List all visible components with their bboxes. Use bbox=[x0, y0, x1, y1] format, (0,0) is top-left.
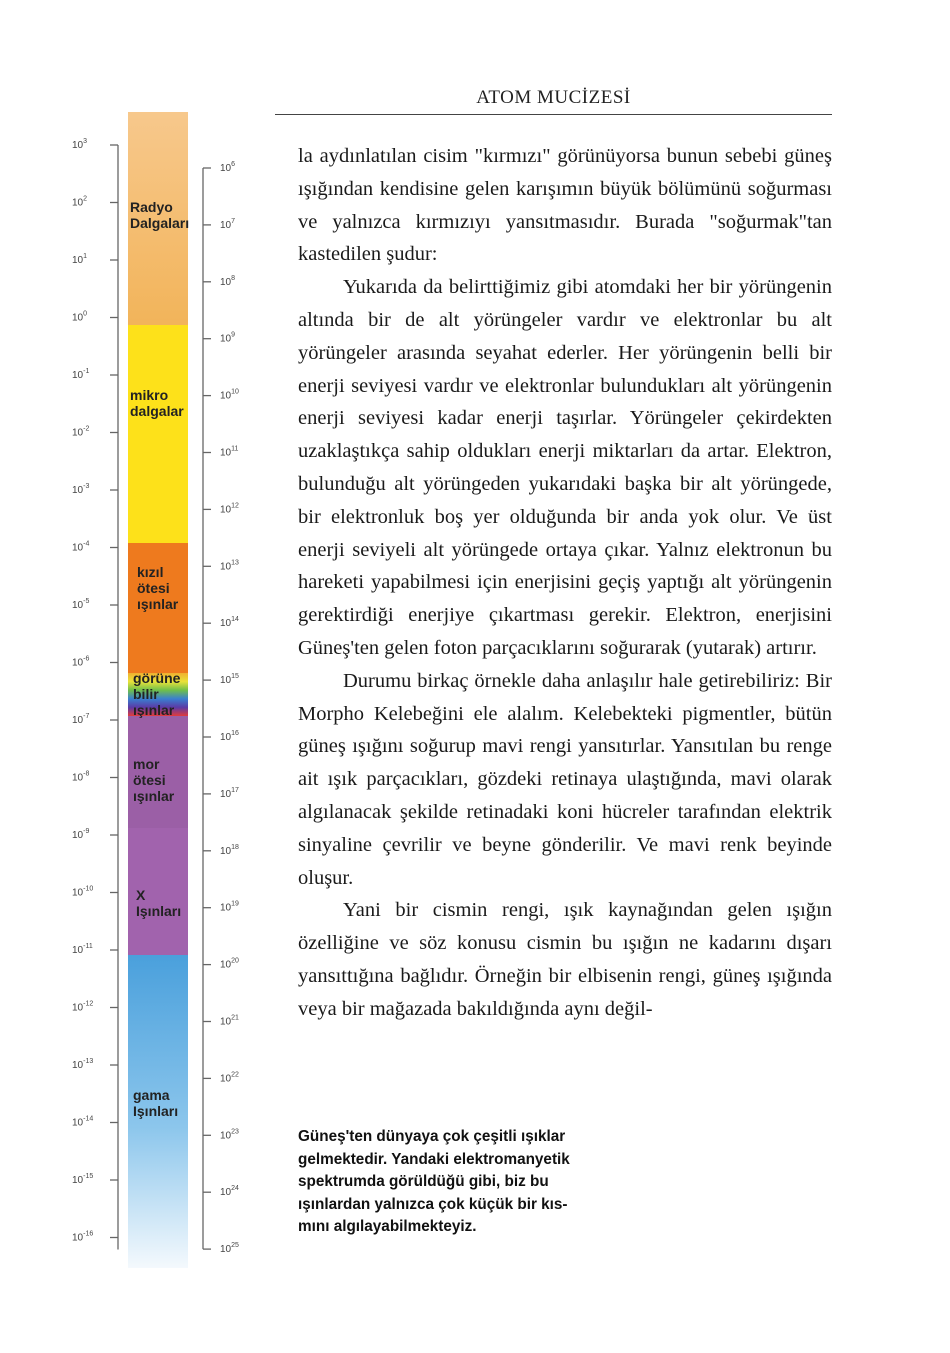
band-microwaves bbox=[128, 325, 188, 543]
wavelength-tick-label: 10-5 bbox=[72, 598, 89, 611]
wavelength-tick-label: 10-13 bbox=[72, 1058, 93, 1071]
wavelength-tick-label: 10-10 bbox=[72, 886, 93, 899]
band-visible-light-label-line: ışınlar bbox=[133, 702, 175, 718]
running-header: ATOM MUCİZESİ bbox=[275, 84, 832, 115]
frequency-tick-label: 1010 bbox=[220, 389, 239, 402]
paragraph-3: Durumu birkaç örnekle daha anlaşılır hal… bbox=[298, 669, 832, 889]
band-infrared-label-line: kızıl bbox=[137, 564, 163, 580]
band-x-rays-label-line: X bbox=[136, 887, 146, 903]
band-microwaves-label-line: mikro bbox=[130, 387, 168, 403]
frequency-tick-label: 1025 bbox=[220, 1242, 239, 1255]
caption-line-3: spektrumda görüldüğü gibi, biz bu bbox=[298, 1173, 549, 1190]
frequency-tick-label: 107 bbox=[220, 218, 235, 231]
frequency-tick-label: 1018 bbox=[220, 844, 239, 857]
band-infrared bbox=[128, 543, 188, 673]
wavelength-tick-label: 100 bbox=[72, 311, 87, 324]
figure-caption: Güneş'ten dünyaya çok çeşitli ışıklar ge… bbox=[298, 1126, 618, 1239]
band-ultraviolet-label-line: mor bbox=[133, 756, 160, 772]
wavelength-tick-label: 101 bbox=[72, 253, 87, 266]
band-gamma-rays-label-line: Işınları bbox=[133, 1103, 178, 1119]
wavelength-tick-label: 10-8 bbox=[72, 771, 89, 784]
band-ultraviolet bbox=[128, 716, 188, 828]
band-ultraviolet-label-line: ötesi bbox=[133, 772, 166, 788]
wavelength-tick-label: 10-12 bbox=[72, 1001, 93, 1014]
wavelength-tick-label: 10-4 bbox=[72, 541, 89, 554]
band-radio-waves bbox=[128, 112, 188, 325]
frequency-tick-label: 1011 bbox=[220, 446, 238, 459]
body-text: la aydınlatılan cisim "kırmızı" görünüyo… bbox=[298, 140, 832, 1026]
frequency-tick-label: 1016 bbox=[220, 730, 239, 743]
wavelength-tick-label: 10-3 bbox=[72, 483, 89, 496]
caption-line-4: ışınlardan yalnızca çok küçük bir kıs- bbox=[298, 1195, 568, 1213]
caption-line-1: Güneş'ten dünyaya çok çeşitli ışıklar bbox=[298, 1128, 566, 1145]
wavelength-tick-label: 102 bbox=[72, 196, 87, 209]
wavelength-tick-label: 10-15 bbox=[72, 1173, 93, 1186]
band-radio-waves-label-line: Radyo bbox=[130, 199, 173, 215]
band-infrared-label-line: ötesi bbox=[137, 580, 170, 596]
wavelength-tick-label: 10-7 bbox=[72, 713, 89, 726]
band-visible-light-label-line: görüne bbox=[133, 670, 181, 686]
frequency-tick-label: 1014 bbox=[220, 616, 239, 629]
frequency-tick-label: 1023 bbox=[220, 1128, 239, 1141]
frequency-tick-label: 1021 bbox=[220, 1015, 239, 1028]
wavelength-tick-label: 10-6 bbox=[72, 656, 89, 669]
caption-line-2: gelmektedir. Yandaki elektromanyetik bbox=[298, 1150, 570, 1168]
band-ultraviolet-label-line: ışınlar bbox=[133, 788, 175, 804]
band-radio-waves-label-line: Dalgaları bbox=[130, 215, 189, 231]
paragraph-4: Yani bir cismin rengi, ışık kaynağından … bbox=[298, 899, 832, 1020]
wavelength-tick-label: 10-2 bbox=[72, 426, 89, 439]
frequency-tick-label: 108 bbox=[220, 275, 235, 288]
header-title: ATOM MUCİZESİ bbox=[476, 87, 631, 108]
frequency-tick-label: 1024 bbox=[220, 1185, 239, 1198]
frequency-tick-label: 106 bbox=[220, 161, 235, 174]
frequency-tick-label: 1022 bbox=[220, 1071, 239, 1084]
frequency-tick-label: 1012 bbox=[220, 502, 239, 515]
wavelength-tick-label: 10-1 bbox=[72, 368, 89, 381]
wavelength-tick-label: 103 bbox=[72, 138, 87, 151]
frequency-tick-label: 1017 bbox=[220, 787, 239, 800]
wavelength-tick-label: 10-9 bbox=[72, 828, 89, 841]
band-visible-light-label-line: bilir bbox=[133, 686, 159, 702]
band-infrared-label-line: ışınlar bbox=[137, 596, 179, 612]
caption-line-5: mını algılayabilmekteyiz. bbox=[298, 1218, 477, 1235]
electromagnetic-spectrum-figure: RadyoDalgalarımikrodalgalarkızılötesiışı… bbox=[72, 112, 239, 1268]
band-gamma-rays bbox=[128, 955, 188, 1268]
paragraph-2: Yukarıda da belirttiğimiz gibi atomdaki … bbox=[298, 276, 832, 659]
frequency-tick-label: 1019 bbox=[220, 901, 239, 914]
band-x-rays-label-line: Işınları bbox=[136, 903, 181, 919]
wavelength-tick-label: 10-11 bbox=[72, 943, 93, 956]
band-gamma-rays-label-line: gama bbox=[133, 1087, 170, 1103]
frequency-tick-label: 1013 bbox=[220, 559, 239, 572]
band-microwaves-label-line: dalgalar bbox=[130, 403, 184, 419]
band-x-rays bbox=[128, 828, 188, 955]
frequency-tick-label: 109 bbox=[220, 332, 235, 345]
paragraph-1: la aydınlatılan cisim "kırmızı" görünüyo… bbox=[298, 145, 832, 266]
frequency-tick-label: 1015 bbox=[220, 673, 239, 686]
wavelength-tick-label: 10-16 bbox=[72, 1231, 93, 1244]
frequency-tick-label: 1020 bbox=[220, 958, 239, 971]
wavelength-tick-label: 10-14 bbox=[72, 1116, 93, 1129]
band-visible-light bbox=[128, 673, 188, 716]
